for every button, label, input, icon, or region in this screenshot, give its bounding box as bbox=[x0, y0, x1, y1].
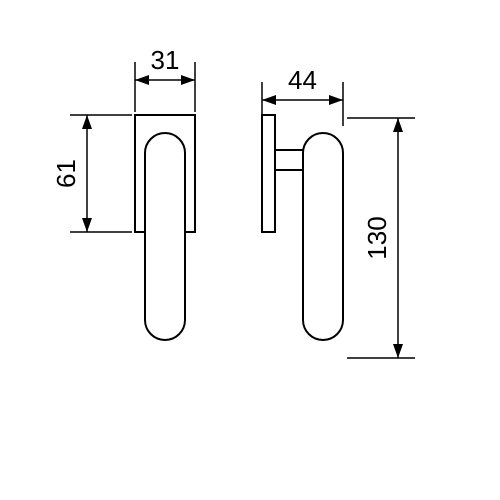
dim-label-44: 44 bbox=[288, 65, 317, 95]
side-plate bbox=[262, 115, 275, 232]
dim-label-61: 61 bbox=[51, 159, 81, 188]
technical-drawing: 31 44 61 130 bbox=[0, 0, 500, 500]
side-handle bbox=[303, 133, 343, 340]
dim-label-31: 31 bbox=[151, 45, 180, 75]
front-handle bbox=[145, 133, 185, 340]
dim-label-130: 130 bbox=[362, 216, 392, 259]
